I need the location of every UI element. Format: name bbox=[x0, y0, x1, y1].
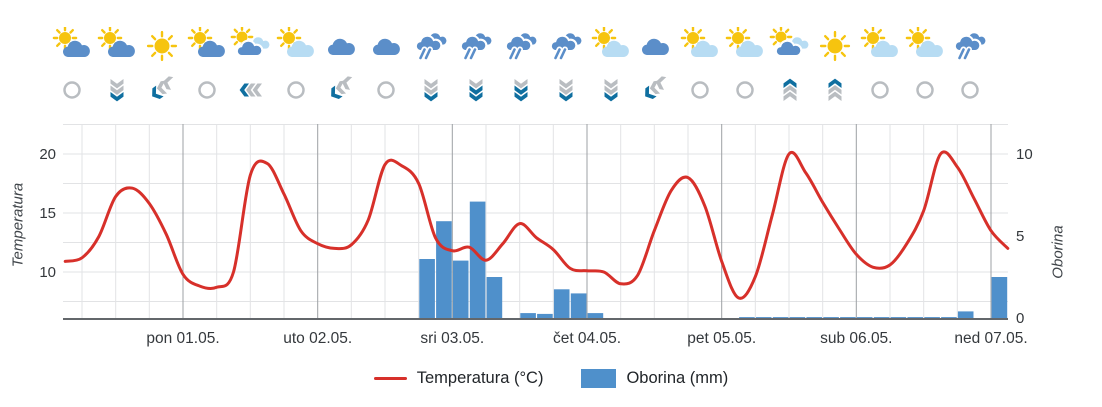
precip-bar bbox=[755, 317, 772, 318]
temperature-line-layer bbox=[63, 150, 1010, 300]
y-left-tick: 10 bbox=[39, 264, 56, 281]
precip-bar bbox=[587, 313, 604, 318]
wind-icon-down1 bbox=[418, 76, 444, 109]
precip-bar bbox=[419, 259, 435, 318]
weather-icon-sun-light bbox=[590, 25, 632, 70]
wind-icon-calm bbox=[732, 76, 758, 109]
wind-icon-calm bbox=[957, 76, 983, 109]
precip-bar bbox=[991, 277, 1008, 318]
weather-icon-sun bbox=[814, 27, 856, 70]
precip-bar bbox=[856, 317, 873, 318]
weather-icon-sun-cloud bbox=[186, 25, 228, 70]
legend-precipitation-label: Oborina (mm) bbox=[626, 369, 729, 387]
precip-bar bbox=[772, 317, 789, 318]
x-axis-day-label: pet 05.05. bbox=[687, 330, 756, 347]
precip-bar bbox=[570, 293, 587, 318]
legend-item-precipitation[interactable]: Oborina (mm) bbox=[581, 369, 728, 388]
weather-icon-cloud bbox=[320, 27, 362, 70]
y-right-tick: 5 bbox=[1016, 228, 1024, 245]
precip-bar bbox=[537, 313, 553, 318]
wind-icon-up bbox=[777, 76, 803, 109]
wind-icon-down1 bbox=[104, 76, 130, 109]
precip-bar bbox=[873, 317, 890, 318]
temperature-line bbox=[63, 150, 1010, 300]
weather-icon-sun-light bbox=[904, 25, 946, 70]
weather-icon-rain bbox=[500, 27, 542, 70]
precip-bar bbox=[957, 311, 974, 318]
right-axis-title: Oborina bbox=[1049, 225, 1067, 279]
weather-icon-cloud bbox=[365, 27, 407, 70]
precip-bar bbox=[486, 277, 503, 318]
precip-bar bbox=[907, 317, 923, 318]
wind-icon-calm bbox=[373, 76, 399, 109]
x-axis-day-label: pon 01.05. bbox=[146, 330, 219, 347]
legend-precipitation-swatch bbox=[581, 369, 617, 388]
wind-icon-calm bbox=[867, 76, 893, 109]
precip-bar bbox=[452, 260, 469, 318]
wind-icon-curl bbox=[328, 76, 354, 109]
y-right-tick: 0 bbox=[1016, 310, 1024, 327]
legend-item-temperature[interactable]: Temperatura (°C) bbox=[373, 369, 544, 388]
precip-bar bbox=[890, 317, 907, 318]
wind-icon-calm bbox=[687, 76, 713, 109]
wind-icon-down1 bbox=[598, 76, 624, 109]
wind-icon-down1 bbox=[553, 76, 579, 109]
precip-bar bbox=[739, 317, 755, 318]
weather-icon-rain bbox=[545, 27, 587, 70]
weather-icon-sun-light bbox=[724, 25, 766, 70]
weather-icon-sun bbox=[141, 27, 183, 70]
axis-text-layer: 20 15 10 10 5 0 pon 01.05. uto 02.05. sri 03.05.… bbox=[39, 146, 1032, 347]
weather-icon-rain bbox=[410, 27, 452, 70]
wind-icon-curl bbox=[642, 76, 668, 109]
precip-bar bbox=[469, 201, 486, 318]
weather-icon-sun-cloud bbox=[51, 25, 93, 70]
wind-icon-calm bbox=[283, 76, 309, 109]
precip-bar bbox=[436, 221, 452, 318]
legend-temperature-label: Temperatura (°C) bbox=[416, 369, 544, 387]
x-axis-day-label: uto 02.05. bbox=[283, 330, 352, 347]
wind-icon-down2 bbox=[508, 76, 534, 109]
precip-bar bbox=[941, 317, 957, 318]
weather-icon-sun-light bbox=[859, 25, 901, 70]
y-left-tick: 20 bbox=[39, 146, 56, 163]
x-axis-day-label: sri 03.05. bbox=[420, 330, 484, 347]
wind-icon-up bbox=[822, 76, 848, 109]
precip-bar bbox=[924, 317, 940, 318]
x-axis-day-label: čet 04.05. bbox=[553, 330, 621, 347]
wind-icon-curl bbox=[149, 76, 175, 109]
weather-icon-rain bbox=[455, 27, 497, 70]
grid-layer bbox=[63, 124, 1008, 320]
x-axis-day-label: ned 07.05. bbox=[954, 330, 1027, 347]
precip-bar bbox=[840, 317, 856, 318]
wind-icon-calm bbox=[912, 76, 938, 109]
legend: Temperatura (°C) Oborina (mm) bbox=[0, 369, 1102, 388]
weather-icon-rain bbox=[949, 27, 991, 70]
weather-icon-cloud bbox=[634, 27, 676, 70]
left-axis-title: Temperatura bbox=[9, 182, 27, 268]
weather-icon-sun-cloud bbox=[96, 25, 138, 70]
wind-icon-calm bbox=[59, 76, 85, 109]
x-axis-day-label: sub 06.05. bbox=[820, 330, 892, 347]
weather-icon-sun-cloud-light bbox=[230, 25, 272, 70]
precip-bar bbox=[553, 289, 570, 318]
wind-icon-down2 bbox=[463, 76, 489, 109]
precip-bar bbox=[823, 317, 839, 318]
wind-icon-left bbox=[238, 76, 264, 109]
precipitation-bars-layer bbox=[419, 201, 1008, 318]
y-right-tick: 10 bbox=[1016, 146, 1033, 163]
legend-temperature-swatch bbox=[373, 376, 407, 381]
wind-icon-calm bbox=[194, 76, 220, 109]
y-left-tick: 15 bbox=[39, 205, 56, 222]
weather-icon-sun-light bbox=[275, 25, 317, 70]
weather-icon-sun-light bbox=[679, 25, 721, 70]
precip-bar bbox=[789, 317, 806, 318]
precip-bar bbox=[520, 313, 536, 318]
weather-icon-sun-cloud-light bbox=[769, 25, 811, 70]
meteogram-chart: 20 15 10 10 5 0 pon 01.05. uto 02.05. sri 03.05.… bbox=[39, 124, 1033, 347]
precip-bar bbox=[806, 317, 822, 318]
